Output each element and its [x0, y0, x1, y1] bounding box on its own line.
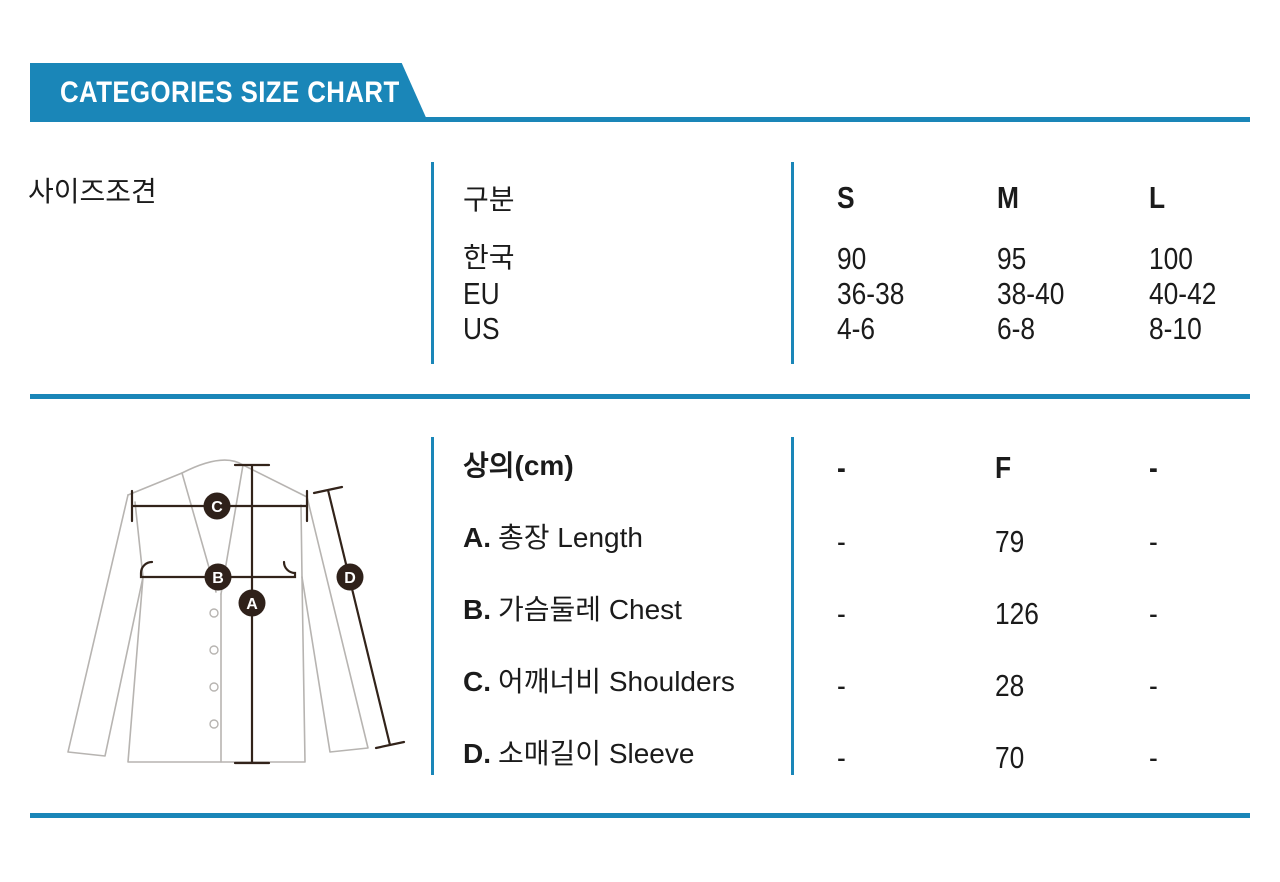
measure-row-label-a: A. 총장 Length: [463, 522, 643, 554]
top-col-header: 구분: [463, 184, 515, 215]
button-icon: [209, 719, 219, 729]
table-cell: 28: [995, 668, 1025, 703]
banner-title: CATEGORIES SIZE CHART: [60, 76, 400, 109]
table-cell: 95: [997, 241, 1027, 276]
table-cell: 100: [1149, 241, 1193, 276]
table-cell: -: [837, 596, 846, 631]
table-cell: -: [1149, 740, 1158, 775]
right-sleeve-outline: [301, 496, 369, 753]
lower-size-header-3: -: [1149, 450, 1158, 485]
table-cell: -: [837, 668, 846, 703]
table-cell: -: [837, 740, 846, 775]
badge-d-circle: [336, 563, 364, 591]
button-icon: [209, 645, 219, 655]
top-table-divider-right: [791, 162, 794, 364]
table-cell: 6-8: [997, 311, 1036, 346]
measure-row-label-d: D. 소매길이 Sleeve: [463, 738, 694, 770]
table-cell: -: [1149, 596, 1158, 631]
badge-a-circle: [238, 589, 266, 617]
measure-row-text: 어깨너비 Shoulders: [498, 666, 735, 697]
measure-row-label-b: B. 가슴둘레 Chest: [463, 594, 682, 626]
size-header-s: S: [837, 180, 855, 215]
table-cell: 40-42: [1149, 276, 1217, 311]
left-sleeve-outline: [67, 494, 144, 757]
lower-size-header-2: F: [995, 450, 1012, 485]
table-cell: 8-10: [1149, 311, 1202, 346]
row-label-eu: EU: [463, 276, 500, 311]
lower-size-header-1: -: [837, 450, 846, 485]
table-cell: -: [1149, 524, 1158, 559]
lower-table-title: 상의(cm): [463, 450, 574, 481]
measure-row-text: 가슴둘레 Chest: [498, 594, 682, 625]
table-cell: 79: [995, 524, 1025, 559]
table-cell: 36-38: [837, 276, 905, 311]
size-header-l: L: [1149, 180, 1166, 215]
size-header-m: M: [997, 180, 1019, 215]
right-shoulder-line: [242, 464, 308, 498]
measure-row-prefix: B.: [463, 594, 491, 625]
side-label: 사이즈조견: [28, 176, 157, 207]
badge-b-letter: B: [212, 570, 224, 587]
table-cell: 38-40: [997, 276, 1065, 311]
banner-underline: [30, 117, 1250, 122]
left-armhole-seam: [134, 501, 144, 578]
table-cell: -: [837, 524, 846, 559]
table-cell: 70: [995, 740, 1025, 775]
badge-c-circle: [203, 492, 231, 520]
right-armhole-seam: [300, 504, 303, 578]
badge-d-letter: D: [344, 570, 356, 587]
measure-row-text: 소매길이 Sleeve: [498, 738, 695, 769]
lower-table-divider-right: [791, 437, 794, 775]
measurement-badges: C B A D: [203, 492, 364, 617]
garment-diagram: C B A D: [67, 459, 406, 765]
table-cell: 126: [995, 596, 1039, 631]
lower-table-divider-left: [431, 437, 434, 775]
table-cell: 4-6: [837, 311, 876, 346]
row-label-kr: 한국: [463, 242, 515, 273]
row-label-us: US: [463, 311, 500, 346]
measure-row-label-c: C. 어깨너비 Shoulders: [463, 666, 735, 698]
measure-row-prefix: C.: [463, 666, 491, 697]
button-icons: [209, 608, 219, 729]
section-divider: [30, 394, 1250, 399]
left-shoulder-line: [127, 472, 183, 496]
table-cell: -: [1149, 668, 1158, 703]
body-outline: [127, 576, 306, 763]
badge-b-circle: [204, 563, 232, 591]
bottom-divider: [30, 813, 1250, 818]
badge-a-letter: A: [246, 596, 258, 613]
button-icon: [209, 608, 219, 618]
measure-row-prefix: A.: [463, 522, 491, 553]
top-table-divider-left: [431, 162, 434, 364]
badge-c-letter: C: [211, 499, 223, 516]
measure-row-prefix: D.: [463, 738, 491, 769]
measure-row-text: 총장 Length: [498, 522, 643, 553]
table-cell: 90: [837, 241, 867, 276]
banner: CATEGORIES SIZE CHART: [30, 63, 428, 122]
button-icon: [209, 682, 219, 692]
collar-line: [181, 459, 244, 474]
measurement-lines: [130, 463, 406, 765]
measure-line-d-sleeve: [312, 485, 406, 750]
